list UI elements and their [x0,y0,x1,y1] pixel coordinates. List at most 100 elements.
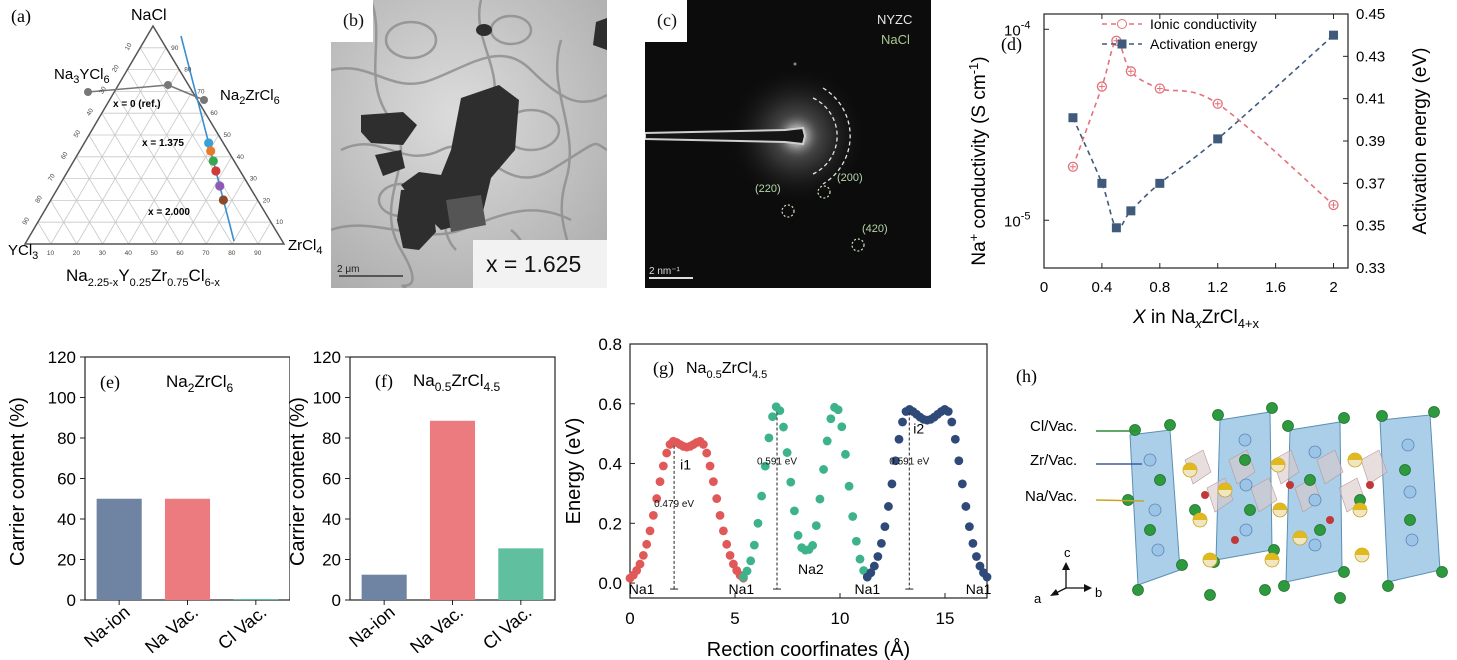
tem-scale-label: 2 μm [337,264,359,275]
tick-left: 80 [34,194,44,204]
legend-label-activation: Activation energy [1150,36,1257,52]
cl-site [1304,474,1316,486]
tick-bottom: 60 [176,250,184,257]
cl-site [1176,559,1188,571]
tick-right: 30 [250,176,258,183]
cl-site [1436,566,1448,578]
activation-energy-point [1111,223,1121,233]
panel-g-label: (g) [653,358,674,379]
na-polyhedron [1250,477,1278,513]
na-site-occupancy [1273,503,1287,510]
y-tick-label: 80 [57,429,76,448]
ring-420: (420) [862,223,888,235]
energy-point [819,465,828,474]
grid-line [50,200,78,245]
y-tick-label: 0 [332,591,341,610]
energy-point [968,538,978,548]
cl-site [1239,454,1251,466]
x-tick-label: Na-ion [345,602,398,651]
energy-point [841,449,850,459]
vacancy-site [1201,491,1209,499]
energy-point [866,568,876,578]
y-right-tick-label: 0.33 [1356,260,1385,277]
y-right-tick-label: 0.39 [1356,133,1385,150]
cl-site [1132,584,1144,596]
tick-right: 60 [210,110,218,117]
zr-site [1238,433,1252,447]
energy-point [837,422,847,432]
zr-site [1239,478,1253,492]
cl-site [1266,402,1278,414]
tie-line-left [87,84,169,93]
energy-point [964,522,974,532]
composition-dot [215,181,225,191]
label-i1: i1 [680,457,691,473]
y-right-tick-label: 0.35 [1356,218,1385,235]
tick-left: 20 [111,64,121,74]
y-tick-label: 120 [48,348,76,367]
energy-point [869,561,879,571]
label-na3ycl6: Na3YCl6 [54,66,110,86]
energy-point [826,414,836,424]
tick-left: 30 [98,85,108,95]
na-polyhedron [1316,449,1344,485]
energy-point [782,448,792,457]
x-tick-label: 0 [1040,279,1048,296]
x-tick-label: 1.6 [1265,279,1286,296]
panel-h-label: (h) [1016,366,1037,387]
composition-box: x = 1.625 [473,240,607,288]
energy-point [887,479,897,489]
label-zr-vac: Zr/Vac. [1030,452,1077,469]
bar [498,548,544,600]
energy-point [844,481,854,491]
zr-site [1405,533,1419,547]
energy-point [768,412,777,422]
chart-g: 0 5 10 15 0.0 0.2 0.4 0.6 0.8 Rection coorfinates… [563,335,992,660]
energy-point [749,540,759,550]
label-na2zrcl6: Na2ZrCl6 [220,87,280,107]
y-tick-label: 0 [67,591,76,610]
energy-point [786,477,796,487]
saed-graphic: (200) (220) (420) NYZC NaCl 2 nm⁻¹ [645,0,931,288]
energy-point [880,522,890,532]
y-axis-label: Carrier content (%) [7,397,29,566]
energy-point [718,526,728,536]
zr-site [1143,453,1157,467]
apex-zrcl4: ZrCl4 [288,237,322,257]
vacancy-site [1366,481,1374,489]
zr-site [1403,485,1417,499]
zr-site [1239,523,1253,537]
ref-dot [164,81,172,89]
x-axis-label: Rection coorfinates (Å) [707,638,910,660]
energy-point [876,538,886,548]
energy-point [790,506,799,516]
y-left-axis-label: Na+ conductivity (S cm-1) [966,56,990,265]
series-activation-energy-line [1072,34,1335,230]
cl-site [1428,406,1440,418]
saed-scale-label: 2 nm⁻¹ [649,266,681,277]
energy-point [954,456,964,466]
energy-point [779,422,788,432]
x-tick-label: 2 [1329,279,1337,296]
tie-line-right [167,84,205,101]
site-legend: Cl/Vac. Zr/Vac. Na/Vac. [1025,418,1145,505]
y-tick-label: 0.6 [598,395,622,414]
energy-point [894,434,904,444]
cl-site [1278,580,1290,592]
zr-site [1148,503,1162,517]
tick-bottom: 70 [202,250,210,257]
energy-point [982,572,992,582]
grid-line [102,91,193,245]
y-tick-label: 120 [313,348,341,367]
tick-bottom: 50 [151,250,159,257]
x-tick-label: 0.8 [1149,279,1170,296]
tick-right: 70 [197,88,205,95]
tick-bottom: 90 [254,250,262,257]
zr-site [1151,543,1165,557]
na-site-occupancy [1183,463,1197,470]
grid-line [231,200,259,245]
zr-site [1308,493,1322,507]
cl-site [1404,514,1416,526]
axis-c: c [1064,545,1071,560]
energy-point [658,461,668,471]
